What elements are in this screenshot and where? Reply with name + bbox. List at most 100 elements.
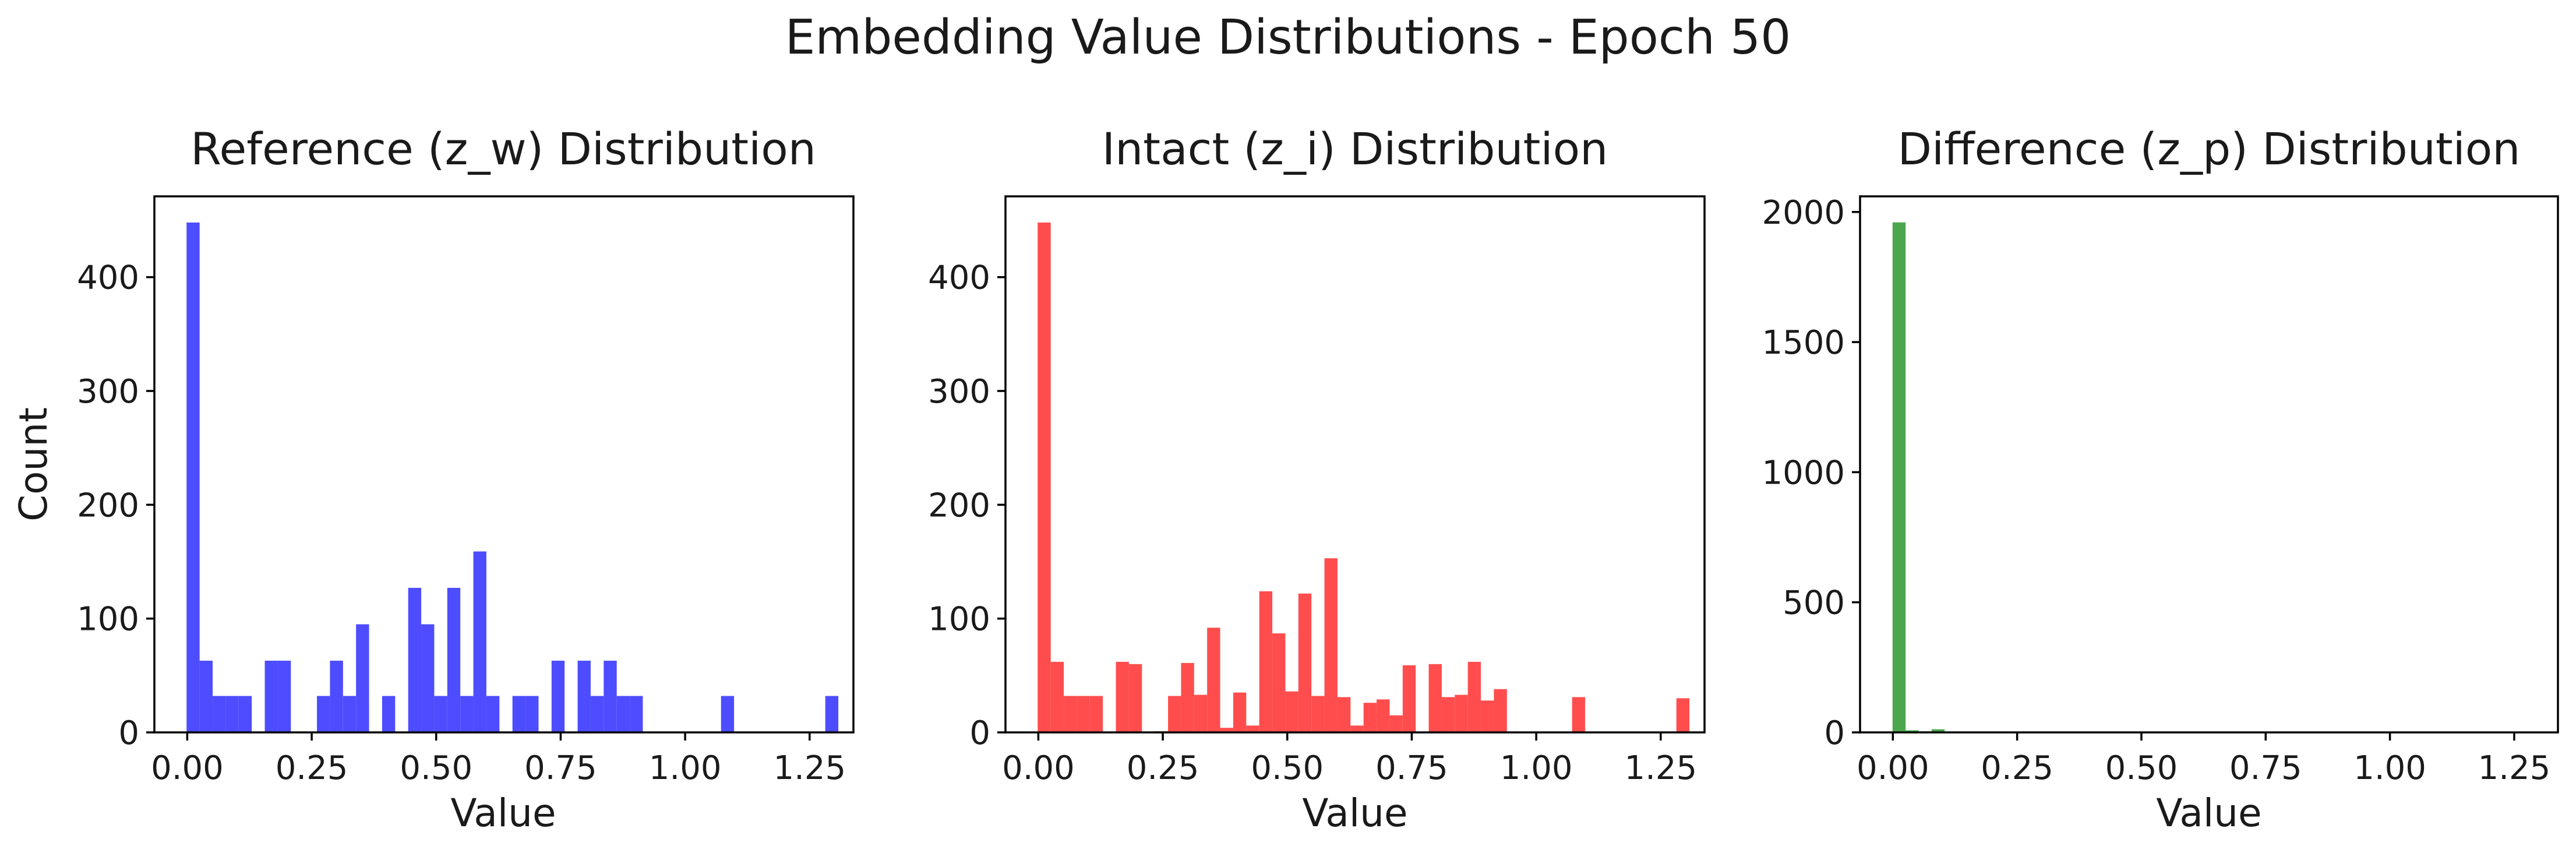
y-tick-label: 300 (928, 373, 990, 411)
y-tick-label: 1000 (1762, 454, 1845, 492)
histogram-bar (199, 660, 213, 732)
histogram-bar (577, 660, 591, 732)
histogram-bar (1428, 664, 1442, 732)
histogram-bar (616, 696, 630, 732)
histogram-bar (1168, 696, 1181, 732)
x-tick-label: 0.75 (2229, 749, 2302, 787)
histogram-bar (277, 660, 291, 732)
histogram-bar (421, 624, 435, 732)
x-tick-label: 0.50 (400, 749, 472, 787)
histogram-bar (1220, 728, 1233, 732)
histogram-bar (1363, 703, 1377, 732)
histogram-bar (213, 696, 226, 732)
x-tick-label: 0.75 (1375, 749, 1448, 787)
histogram-bar (1285, 691, 1298, 732)
histogram-bar (1298, 593, 1312, 732)
panel-title-reference: Reference (z_w) Distribution (190, 123, 816, 175)
histogram-bar (1494, 689, 1507, 732)
histogram-bar (473, 551, 486, 732)
histogram-bar (1337, 697, 1351, 732)
x-ticks-difference: 0.00 0.25 0.50 0.75 1.00 1.25 (1857, 732, 2550, 787)
y-tick-label: 0 (118, 714, 139, 752)
x-tick-label: 0.25 (1981, 749, 2053, 787)
x-tick-label: 0.50 (1251, 749, 1324, 787)
x-tick-label: 1.00 (649, 749, 722, 787)
histogram-bar (1481, 700, 1494, 732)
histogram-bar (343, 696, 357, 732)
bars-reference (186, 222, 839, 732)
histogram-bar (1246, 725, 1259, 732)
y-tick-label: 1500 (1762, 324, 1845, 362)
panel-reference: Reference (z_w) Distribution 0 100 200 300 4… (11, 123, 855, 836)
histogram-bar (1181, 662, 1194, 732)
x-ticks-reference: 0.00 0.25 0.50 0.75 1.00 1.25 (151, 732, 846, 787)
histogram-bar (408, 587, 422, 732)
histogram-bar (1233, 692, 1247, 732)
histogram-bar (1259, 591, 1273, 732)
x-tick-label: 0.25 (276, 749, 348, 787)
histogram-bar (512, 696, 526, 732)
histogram-bar (590, 696, 604, 732)
histogram-bar (630, 696, 643, 732)
histogram-bar (330, 660, 343, 732)
histogram-bar (1467, 661, 1481, 732)
x-tick-label: 1.25 (2478, 749, 2551, 787)
x-tick-label: 0.50 (2105, 749, 2178, 787)
histogram-bar (551, 660, 565, 732)
histogram-bar (1324, 558, 1338, 732)
histogram-bar (317, 696, 330, 732)
y-tick-label: 500 (1783, 584, 1845, 622)
histogram-bar (1116, 661, 1129, 732)
x-axis-label-difference: Value (2156, 791, 2261, 836)
x-tick-label: 1.00 (1500, 749, 1573, 787)
histogram-bar (1892, 222, 1906, 732)
histogram-bar (356, 624, 369, 732)
x-ticks-intact: 0.00 0.25 0.50 0.75 1.00 1.25 (1002, 732, 1697, 787)
axes-frame-reference (153, 195, 855, 734)
histogram-bar (1194, 695, 1208, 732)
histogram-bar (1931, 729, 1945, 732)
histogram-bar (1389, 715, 1403, 732)
histogram-bar (1311, 696, 1325, 732)
x-tick-label: 1.25 (773, 749, 846, 787)
histogram-bar (1402, 665, 1416, 732)
histogram-bar (486, 696, 500, 732)
axes-frame-difference (1859, 195, 2559, 734)
y-tick-label: 0 (969, 714, 990, 752)
x-axis-label-intact: Value (1302, 791, 1407, 836)
y-tick-label: 400 (77, 259, 139, 297)
histogram-bar (434, 696, 447, 732)
x-tick-label: 0.00 (151, 749, 224, 787)
bars-intact (1038, 222, 1690, 732)
y-axis-label-reference: Count (11, 407, 56, 521)
x-tick-label: 1.00 (2353, 749, 2426, 787)
x-tick-label: 0.00 (1002, 749, 1075, 787)
histogram-bar (1905, 730, 1919, 732)
x-tick-label: 0.25 (1127, 749, 1199, 787)
histogram-bar (1089, 696, 1103, 732)
panel-title-intact: Intact (z_i) Distribution (1102, 123, 1608, 175)
histogram-bar (604, 660, 617, 732)
panel-difference: Difference (z_p) Distribution 0 500 1000 15… (1762, 123, 2559, 836)
y-ticks-reference: 0 100 200 300 400 (77, 259, 154, 752)
y-ticks-intact: 0 100 200 300 400 (928, 259, 1005, 752)
y-tick-label: 200 (928, 487, 990, 524)
y-tick-label: 100 (77, 601, 139, 639)
histogram-bar (238, 696, 252, 732)
histogram-bar (225, 696, 239, 732)
y-tick-label: 200 (77, 487, 139, 524)
histogram-bar (1077, 696, 1090, 732)
histogram-bar (186, 222, 200, 732)
histogram-bar (1207, 628, 1220, 732)
histogram-bar (525, 696, 539, 732)
panel-intact: Intact (z_i) Distribution 0100200300400 … (928, 123, 1706, 836)
histogram-bar (1128, 664, 1142, 732)
histogram-bar (1441, 697, 1455, 732)
y-tick-label: 100 (928, 601, 990, 639)
histogram-bar (1064, 696, 1077, 732)
y-ticks-difference: 0 500 1000 1500 2000 (1762, 194, 1860, 752)
histogram-bar (1572, 697, 1586, 732)
histogram-bar (1050, 661, 1064, 732)
histogram-bar (721, 696, 735, 732)
